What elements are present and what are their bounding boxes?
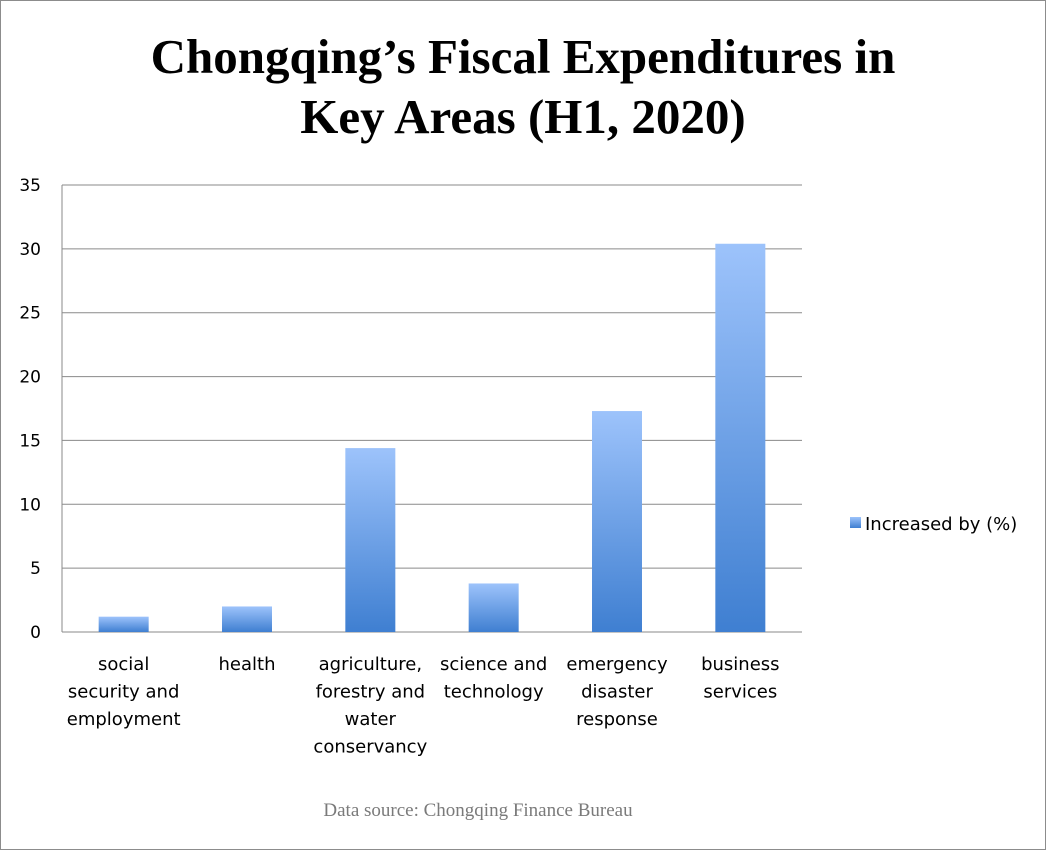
x-category-label: health [219,654,276,675]
bar [345,448,396,632]
y-tick-label: 30 [19,240,41,260]
x-category-label: social security and employment [67,654,181,730]
bar [468,583,519,632]
y-tick-label: 0 [30,623,41,643]
bar [592,411,642,632]
x-category-label: science and technology [440,654,547,703]
y-tick-label: 20 [19,368,41,388]
y-tick-label: 10 [19,495,41,515]
y-tick-label: 5 [30,559,41,579]
chart-title-line-2: Key Areas (H1, 2020) [300,89,745,144]
y-tick-label: 35 [19,176,41,196]
bar [98,616,149,632]
data-source-note: Data source: Chongqing Finance Bureau [323,800,633,821]
y-tick-label: 15 [19,431,41,451]
legend-swatch [850,517,861,528]
bar [715,243,766,632]
x-category-label: business services [701,654,779,703]
chart-title-line-1: Chongqing’s Fiscal Expenditures in [151,29,896,84]
bar [222,606,272,632]
legend: Increased by (%) [850,514,1017,535]
y-tick-label: 25 [19,304,41,324]
x-category-label: agriculture, forestry and water conservancy [313,654,427,758]
legend-label: Increased by (%) [865,514,1017,535]
x-category-label: emergency disaster response [566,654,668,730]
